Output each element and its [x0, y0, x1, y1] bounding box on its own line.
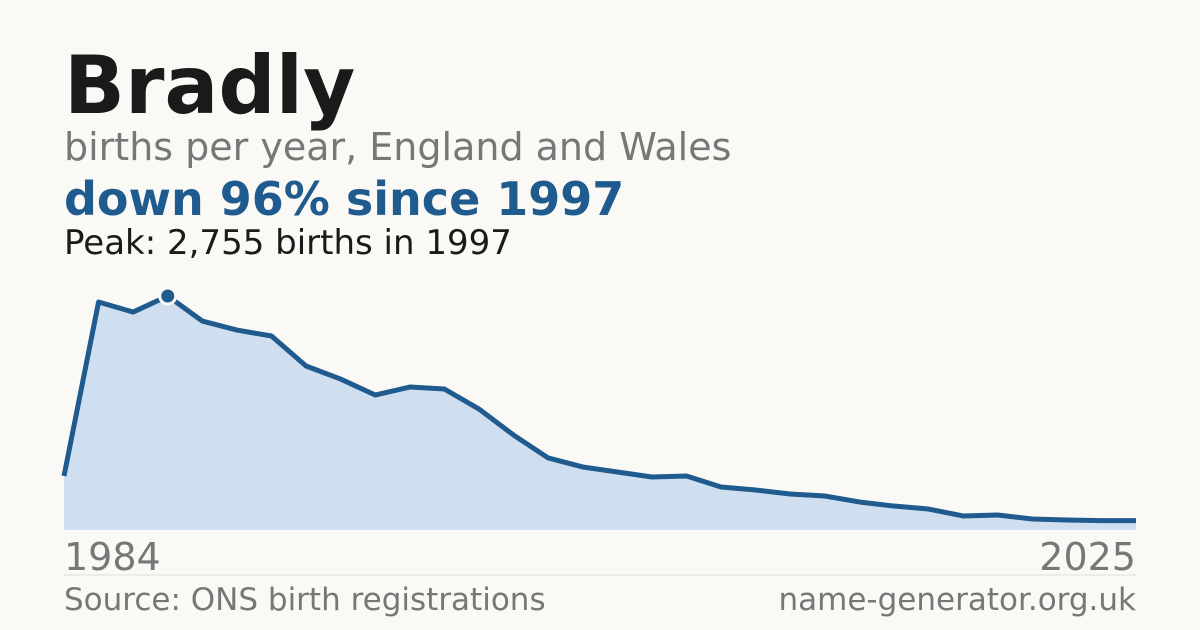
subtitle: births per year, England and Wales — [64, 125, 731, 169]
x-end-label: 2025 — [1039, 535, 1136, 579]
peak-note: Peak: 2,755 births in 1997 — [64, 223, 512, 263]
plot — [61, 286, 1136, 530]
site: name-generator.org.uk — [779, 582, 1137, 618]
x-start-label: 1984 — [64, 535, 161, 579]
line — [61, 293, 1136, 524]
peak-marker — [158, 286, 178, 306]
headline: down 96% since 1997 — [64, 172, 624, 226]
source: Source: ONS birth registrations — [64, 582, 546, 618]
title: Bradly — [64, 39, 355, 132]
area-fill — [64, 296, 1136, 530]
